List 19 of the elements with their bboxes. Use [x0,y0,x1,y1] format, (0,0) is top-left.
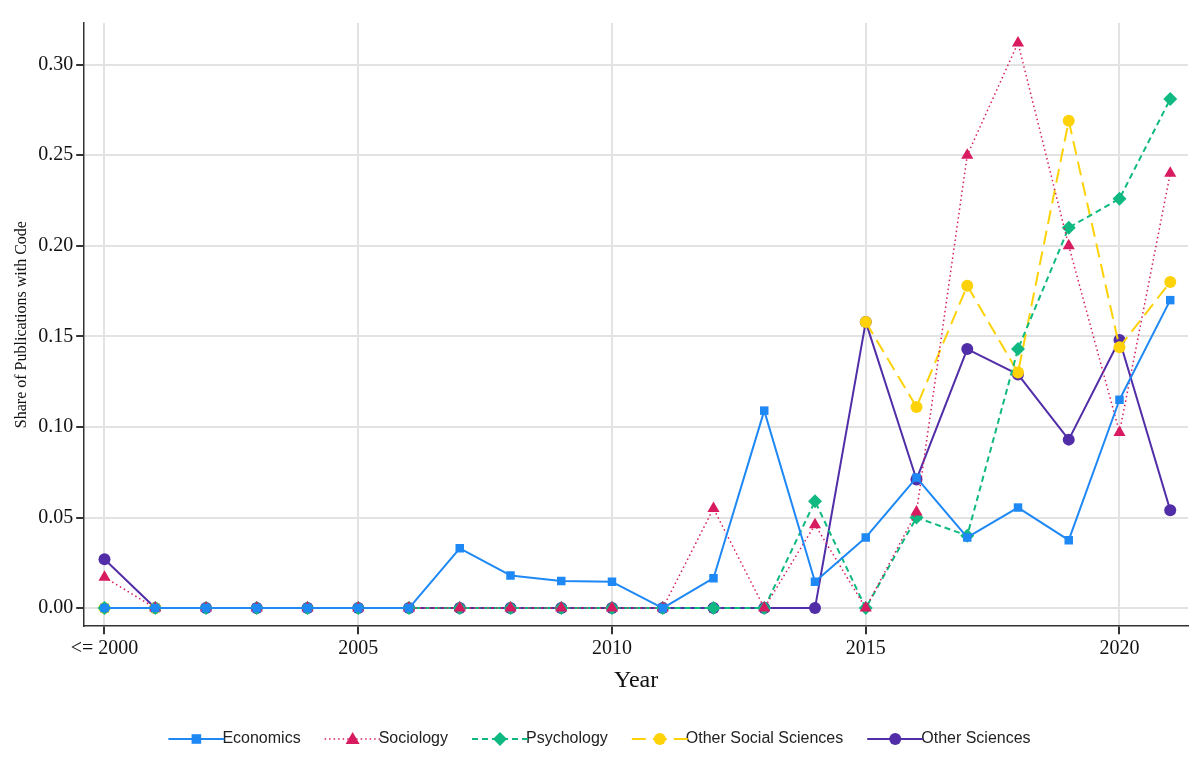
y-tick-label: 0.30 [38,51,74,74]
legend-label: Economics [174,729,301,747]
y-axis-title: Share of Publications with Code [11,221,29,429]
legend-label: Other Social Sciences [637,729,844,747]
legend-label: Other Sciences [873,729,1031,747]
x-tick-label: <= 2000 [70,636,139,659]
legend-label: Psychology [478,729,608,747]
x-tick-label: 2010 [591,636,632,659]
x-tick-label: 2015 [845,636,886,659]
y-tick-label: 0.20 [38,233,74,256]
y-tick-label: 0.25 [38,142,74,165]
y-tick-label: 0.05 [38,504,74,527]
y-tick-label: 0.15 [38,323,74,346]
x-tick-label: 2020 [1099,636,1140,659]
x-tick-label: 2005 [338,636,379,659]
legend-label: Sociology [330,729,449,747]
x-axis-title: Year [613,665,659,692]
y-tick-label: 0.00 [38,595,74,618]
y-tick-label: 0.10 [38,414,74,437]
